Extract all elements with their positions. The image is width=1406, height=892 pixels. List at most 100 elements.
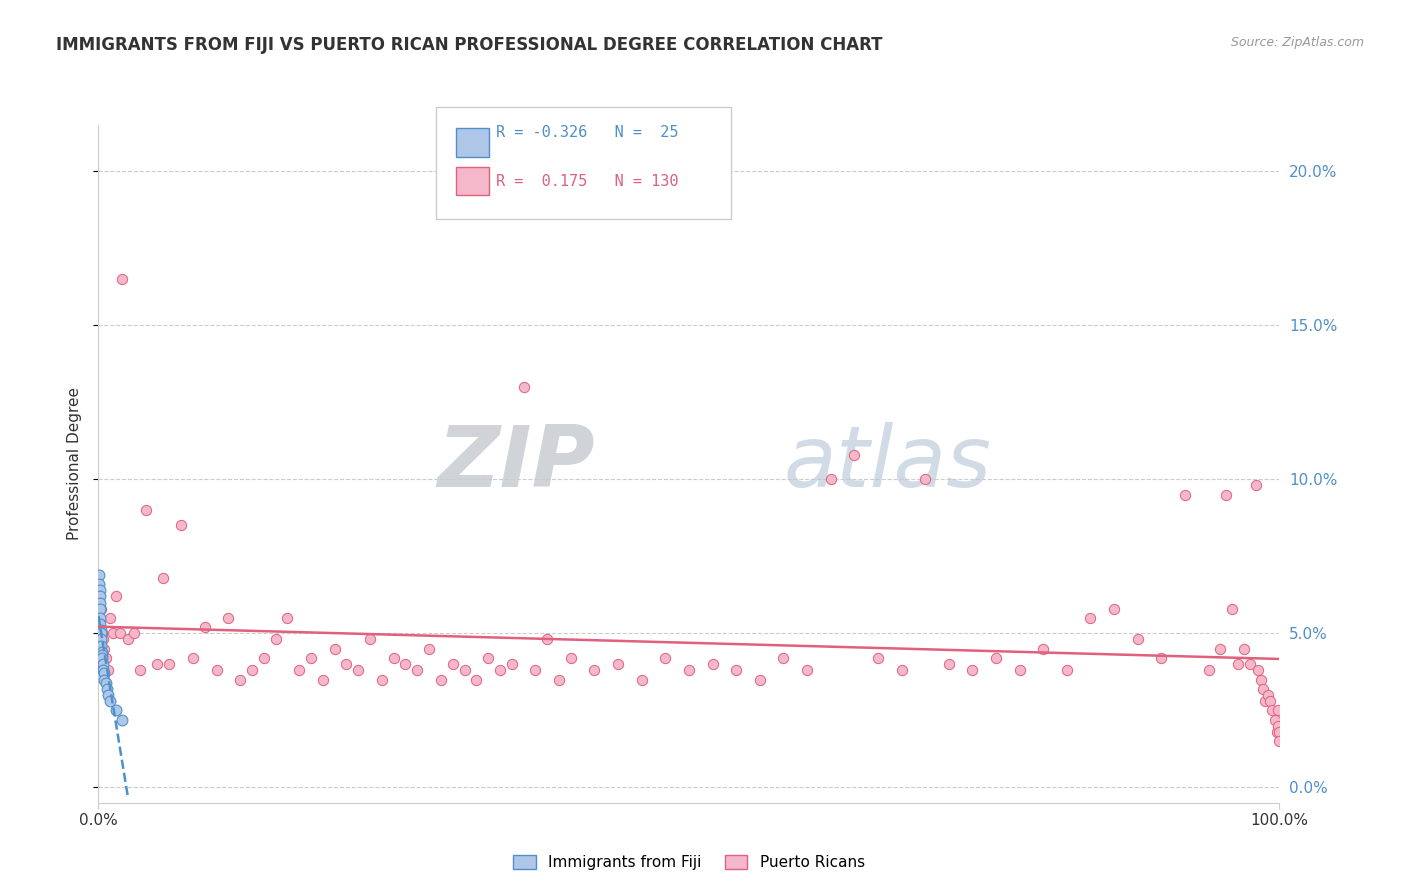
Point xyxy=(96,681,118,696)
Point xyxy=(97,688,120,702)
Point xyxy=(1209,641,1232,656)
Point xyxy=(105,703,128,717)
Point xyxy=(87,567,110,582)
Point xyxy=(91,626,114,640)
Point xyxy=(984,651,1007,665)
Point xyxy=(418,641,440,656)
Point xyxy=(312,673,335,687)
Point xyxy=(91,648,114,662)
Point xyxy=(90,624,112,638)
Point xyxy=(98,611,121,625)
Point xyxy=(702,657,724,672)
Point xyxy=(91,651,114,665)
Point xyxy=(1244,478,1267,492)
Point xyxy=(90,601,112,615)
Point xyxy=(430,673,453,687)
Point xyxy=(111,713,134,727)
Point xyxy=(890,663,912,677)
Point xyxy=(89,601,111,615)
Point xyxy=(1268,725,1291,739)
Point xyxy=(548,673,571,687)
Point xyxy=(725,663,748,677)
Point xyxy=(465,673,488,687)
Point xyxy=(772,651,794,665)
Text: R = -0.326   N =  25: R = -0.326 N = 25 xyxy=(496,125,679,139)
Point xyxy=(111,272,134,286)
Point xyxy=(1251,681,1274,696)
Point xyxy=(89,617,111,632)
Point xyxy=(181,651,204,665)
Point xyxy=(1264,713,1286,727)
Point xyxy=(98,694,121,708)
Point xyxy=(194,620,217,634)
Point xyxy=(654,651,676,665)
Point xyxy=(117,632,139,647)
Point xyxy=(1227,657,1250,672)
Point xyxy=(583,663,606,677)
Point xyxy=(406,663,429,677)
Point xyxy=(347,663,370,677)
Point xyxy=(253,651,276,665)
Point xyxy=(91,657,114,672)
Point xyxy=(205,663,228,677)
Point xyxy=(91,632,114,647)
Point xyxy=(1220,601,1243,615)
Point xyxy=(91,645,114,659)
Point xyxy=(359,632,381,647)
Point xyxy=(477,651,499,665)
Point xyxy=(1267,703,1289,717)
Point xyxy=(536,632,558,647)
Point xyxy=(1215,488,1237,502)
Point xyxy=(93,641,115,656)
Text: atlas: atlas xyxy=(783,422,991,506)
Point xyxy=(1257,688,1279,702)
Point xyxy=(90,626,112,640)
Point xyxy=(678,663,700,677)
Point xyxy=(453,663,475,677)
Point xyxy=(288,663,311,677)
Point xyxy=(371,673,394,687)
Point xyxy=(101,626,124,640)
Point xyxy=(501,657,523,672)
Point xyxy=(748,673,770,687)
Point xyxy=(94,651,117,665)
Point xyxy=(1198,663,1220,677)
Point xyxy=(1267,719,1289,733)
Point xyxy=(229,673,252,687)
Point xyxy=(217,611,239,625)
Text: IMMIGRANTS FROM FIJI VS PUERTO RICAN PROFESSIONAL DEGREE CORRELATION CHART: IMMIGRANTS FROM FIJI VS PUERTO RICAN PRO… xyxy=(56,36,883,54)
Point xyxy=(1102,601,1125,615)
Point xyxy=(91,663,114,677)
Point xyxy=(89,590,111,604)
Point xyxy=(1247,663,1270,677)
Point xyxy=(89,577,111,591)
Point xyxy=(97,663,120,677)
Legend: Immigrants from Fiji, Puerto Ricans: Immigrants from Fiji, Puerto Ricans xyxy=(508,849,870,877)
Point xyxy=(524,663,547,677)
Text: Source: ZipAtlas.com: Source: ZipAtlas.com xyxy=(1230,36,1364,49)
Point xyxy=(1261,703,1284,717)
Text: ZIP: ZIP xyxy=(437,422,595,506)
Point xyxy=(938,657,960,672)
Point xyxy=(441,657,464,672)
Point xyxy=(1080,611,1102,625)
Point xyxy=(489,663,512,677)
Point xyxy=(335,657,357,672)
Point xyxy=(796,663,818,677)
Point xyxy=(170,518,193,533)
Point xyxy=(1239,657,1261,672)
Point xyxy=(914,472,936,486)
Point xyxy=(122,626,145,640)
Point xyxy=(512,380,534,394)
Point xyxy=(89,583,111,598)
Point xyxy=(1008,663,1031,677)
Point xyxy=(264,632,287,647)
Point xyxy=(90,639,112,653)
Point xyxy=(962,663,984,677)
Point xyxy=(630,673,652,687)
Point xyxy=(1254,694,1277,708)
Point xyxy=(94,675,117,690)
Point xyxy=(382,651,405,665)
Point xyxy=(1268,734,1291,748)
Point xyxy=(323,641,346,656)
